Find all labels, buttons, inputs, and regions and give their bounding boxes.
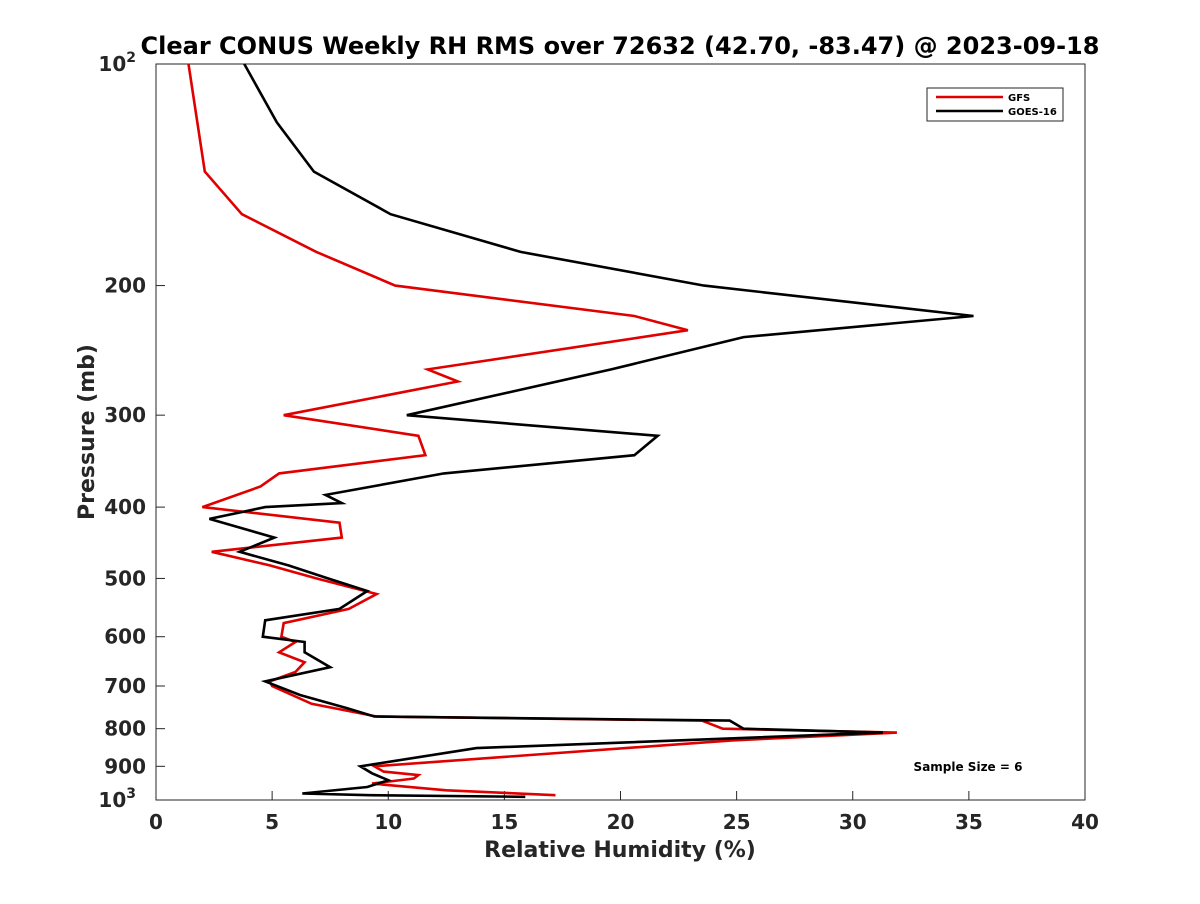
x-tick-label: 35 [955,810,983,834]
legend-label: GOES-16 [1008,107,1057,118]
legend: GFS GOES-16 [926,87,1064,122]
x-axis-ticks: 0 5 10 15 20 25 30 35 40 [149,791,1099,834]
y-axis-ticks: 102 200 300 400 500 600 700 800 900 103 [98,50,165,812]
x-tick-label: 10 [374,810,402,834]
y-tick-label: 102 [98,50,136,76]
x-tick-label: 15 [490,810,518,834]
y-tick-label: 400 [104,495,146,519]
y-tick-label: 300 [104,403,146,427]
y-tick-label: 700 [104,674,146,698]
legend-label: GFS [1008,93,1030,104]
chart-title: Clear CONUS Weekly RH RMS over 72632 (42… [141,32,1100,60]
x-tick-label: 0 [149,810,163,834]
legend-box [926,87,1064,122]
y-tick-label: 500 [104,566,146,590]
y-tick-label: 600 [104,625,146,649]
x-axis-label: Relative Humidity (%) [484,838,756,863]
series-line-goes-16 [209,63,974,799]
y-tick-label: 200 [104,274,146,298]
sample-size-annotation: Sample Size = 6 [914,760,1023,774]
y-axis-label: Pressure (mb) [75,344,100,520]
x-tick-label: 25 [723,810,751,834]
series-layer [187,63,974,799]
x-tick-label: 20 [607,810,635,834]
y-tick-label: 900 [104,754,146,778]
x-tick-label: 40 [1071,810,1099,834]
x-tick-label: 30 [839,810,867,834]
x-tick-label: 5 [265,810,279,834]
series-line-gfs [187,63,897,797]
y-tick-label: 800 [104,717,146,741]
y-tick-label: 103 [98,786,136,812]
